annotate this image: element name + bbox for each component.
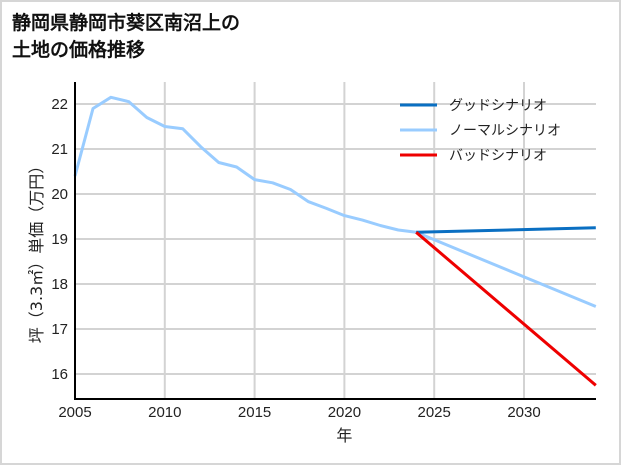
x-tick-label: 2020 bbox=[328, 404, 361, 421]
axes bbox=[74, 82, 596, 400]
series-line bbox=[73, 95, 597, 308]
x-axis-label: 年 bbox=[336, 426, 352, 445]
x-tick-label: 2015 bbox=[238, 404, 271, 421]
y-tick-label: 19 bbox=[51, 231, 68, 248]
legend-label: バッドシナリオ bbox=[449, 148, 547, 164]
x-tick-label: 2010 bbox=[148, 404, 181, 421]
y-axis-label: 坪（3.3㎡）単価（万円） bbox=[27, 158, 46, 343]
legend-label: グッドシナリオ bbox=[449, 98, 547, 114]
y-tick-label: 17 bbox=[51, 321, 68, 338]
y-tick-label: 18 bbox=[51, 276, 68, 293]
series-lines bbox=[73, 95, 597, 387]
x-tick-label: 2005 bbox=[58, 404, 91, 421]
chart-title: 静岡県静岡市葵区南沼上の 土地の価格推移 bbox=[12, 10, 240, 64]
legend-label: ノーマルシナリオ bbox=[449, 123, 561, 139]
y-tick-label: 22 bbox=[51, 96, 68, 113]
series-line bbox=[415, 231, 597, 387]
series-line bbox=[416, 226, 596, 234]
x-tick-label: 2030 bbox=[507, 404, 540, 421]
y-tick-label: 20 bbox=[51, 186, 68, 203]
tick-labels: 2005 2010 2015 2020 2025 2030 16 17 18 19 20 21 22 bbox=[51, 96, 540, 421]
chart-title-line1: 静岡県静岡市葵区南沼上の bbox=[12, 12, 241, 34]
chart-title-line2: 土地の価格推移 bbox=[12, 39, 146, 61]
x-tick-label: 2025 bbox=[418, 404, 451, 421]
y-tick-label: 16 bbox=[51, 366, 68, 383]
y-tick-label: 21 bbox=[51, 141, 68, 158]
